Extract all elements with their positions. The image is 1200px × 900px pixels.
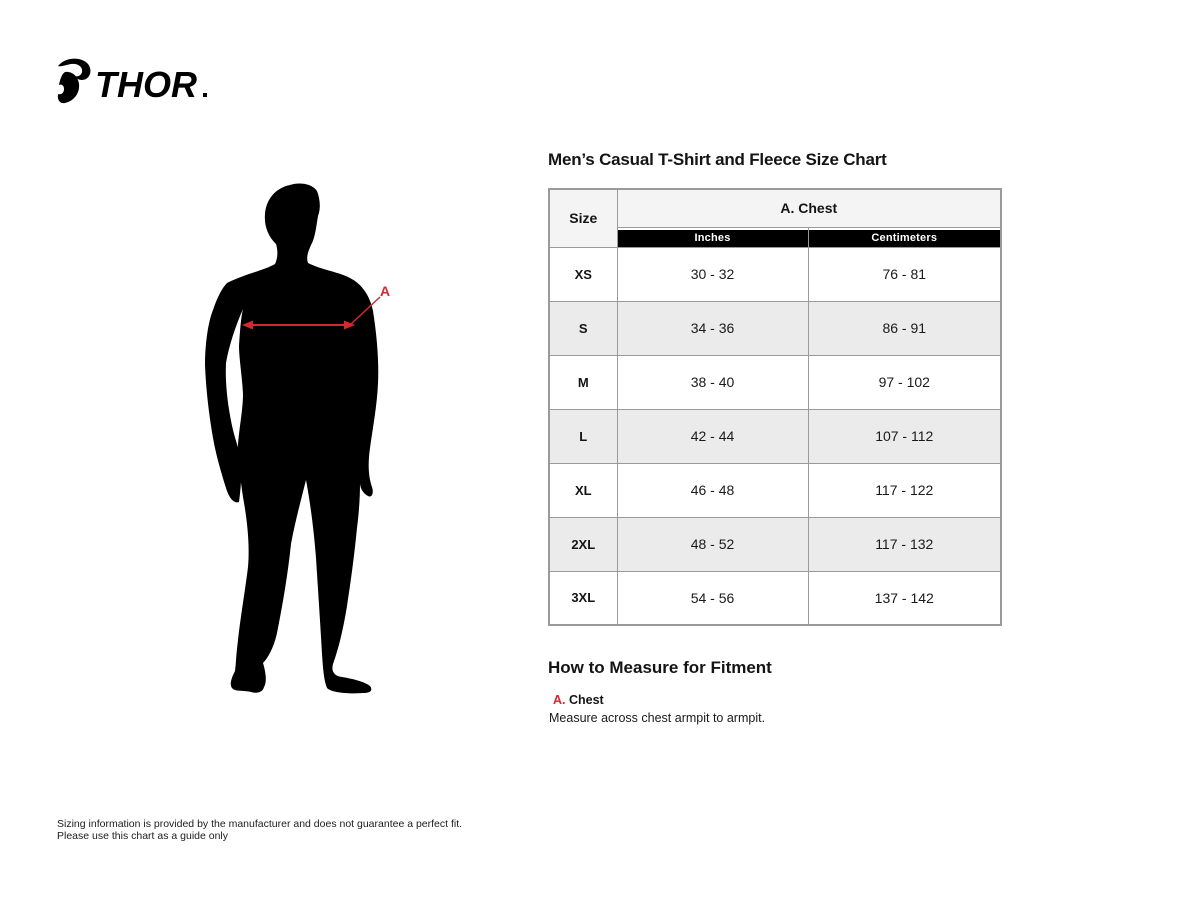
table-row-m: M 38 - 40 97 - 102 xyxy=(548,354,1002,410)
svg-text:THOR: THOR xyxy=(95,64,197,105)
chest-measurement-arrow xyxy=(242,296,381,330)
size-cell: XS xyxy=(548,246,618,302)
inches-cell: 34 - 36 xyxy=(616,300,809,356)
size-cell: L xyxy=(548,408,618,464)
table-row-2xl: 2XL 48 - 52 117 - 132 xyxy=(548,516,1002,572)
thor-logo-graphic: THOR xyxy=(57,58,207,105)
man-silhouette-shape xyxy=(205,183,379,694)
thor-horn-icon xyxy=(57,58,91,104)
size-cell: M xyxy=(548,354,618,410)
thor-logo-text: THOR xyxy=(95,64,207,105)
measure-item-name: Chest xyxy=(568,693,604,707)
size-chart-title: Men’s Casual T-Shirt and Fleece Size Cha… xyxy=(548,150,887,169)
size-cell: S xyxy=(548,300,618,356)
table-row-l: L 42 - 44 107 - 112 xyxy=(548,408,1002,464)
thor-logo: THOR xyxy=(55,58,225,108)
centimeters-cell: 117 - 122 xyxy=(807,462,1002,518)
disclaimer-line-2: Please use this chart as a guide only xyxy=(57,830,229,842)
centimeters-cell: 117 - 132 xyxy=(807,516,1002,572)
centimeters-cell: 76 - 81 xyxy=(807,246,1002,302)
measure-item-label: A. Chest xyxy=(553,693,604,707)
unit-header-centimeters: Centimeters xyxy=(808,229,1001,247)
centimeters-cell: 107 - 112 xyxy=(807,408,1002,464)
table-row-xl: XL 46 - 48 117 - 122 xyxy=(548,462,1002,518)
centimeters-cell: 137 - 142 xyxy=(807,570,1002,626)
inches-cell: 54 - 56 xyxy=(616,570,809,626)
disclaimer: Sizing information is provided by the ma… xyxy=(57,818,462,842)
chest-measurement-label-a: A xyxy=(380,283,391,299)
table-row-3xl: 3XL 54 - 56 137 - 142 xyxy=(548,570,1002,626)
inches-cell: 38 - 40 xyxy=(616,354,809,410)
inches-cell: 46 - 48 xyxy=(616,462,809,518)
measure-item-key: A. xyxy=(553,693,566,707)
size-chart-table: Size A. Chest Inches Centimeters XS 30 -… xyxy=(548,188,1003,626)
body-silhouette xyxy=(205,183,381,694)
inches-cell: 42 - 44 xyxy=(616,408,809,464)
unit-header-centimeters-cell: Centimeters xyxy=(807,226,1002,248)
centimeters-cell: 97 - 102 xyxy=(807,354,1002,410)
table-row-xs: XS 30 - 32 76 - 81 xyxy=(548,246,1002,302)
unit-header-inches: Inches xyxy=(617,229,808,247)
measure-heading: How to Measure for Fitment xyxy=(548,658,772,677)
centimeters-cell: 86 - 91 xyxy=(807,300,1002,356)
body-silhouette-figure xyxy=(180,150,440,710)
col-header-size: Size xyxy=(548,188,618,248)
size-cell: 2XL xyxy=(548,516,618,572)
measure-item-description: Measure across chest armpit to armpit. xyxy=(549,711,766,725)
unit-header-inches-cell: Inches xyxy=(616,226,809,248)
inches-cell: 30 - 32 xyxy=(616,246,809,302)
disclaimer-line-1: Sizing information is provided by the ma… xyxy=(57,818,463,830)
size-cell: XL xyxy=(548,462,618,518)
inches-cell: 48 - 52 xyxy=(616,516,809,572)
size-cell: 3XL xyxy=(548,570,618,626)
col-header-chest: A. Chest xyxy=(616,188,1002,228)
table-row-s: S 34 - 36 86 - 91 xyxy=(548,300,1002,356)
